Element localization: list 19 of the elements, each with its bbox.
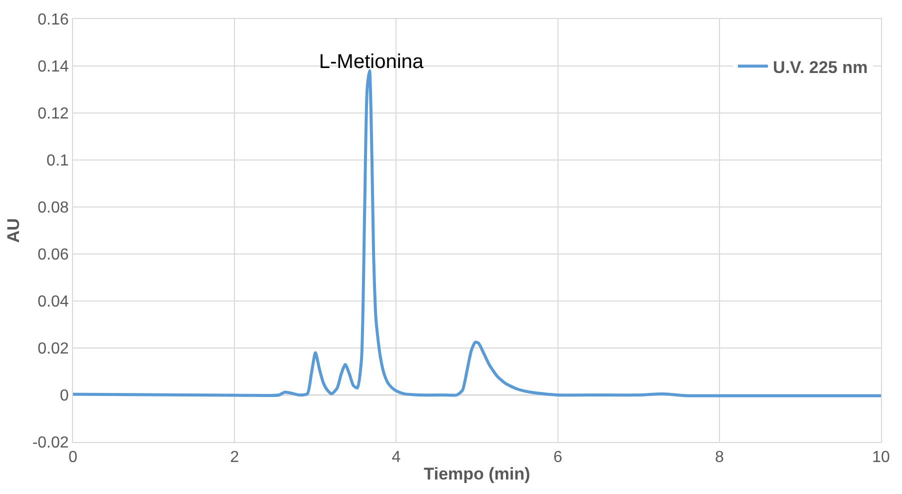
- annotation: L-Metionina: [319, 51, 424, 73]
- x-tick-label: 4: [392, 449, 401, 466]
- y-tick-label: 0.14: [38, 58, 69, 76]
- y-tick-label: 0.12: [38, 106, 69, 123]
- y-tick-label: 0: [60, 388, 69, 405]
- y-tick-label: 0.06: [38, 246, 69, 264]
- y-tick-label: -0.02: [32, 434, 69, 452]
- legend-label: U.V. 225 nm: [772, 58, 868, 77]
- y-tick-label: 0.1: [46, 152, 69, 170]
- x-axis-title: Tiempo (min): [424, 464, 530, 484]
- y-tick-label: 0.02: [38, 340, 69, 358]
- y-tick-label: 0.04: [38, 294, 69, 311]
- y-tick-label: 0.08: [38, 200, 69, 217]
- x-tick-label: 8: [714, 449, 724, 466]
- y-tick-label: 0.16: [38, 12, 69, 29]
- y-axis-title: AU: [4, 218, 23, 243]
- x-tick-label: 10: [872, 449, 890, 466]
- x-tick-label: 2: [230, 449, 240, 466]
- x-tick-label: 6: [553, 449, 562, 466]
